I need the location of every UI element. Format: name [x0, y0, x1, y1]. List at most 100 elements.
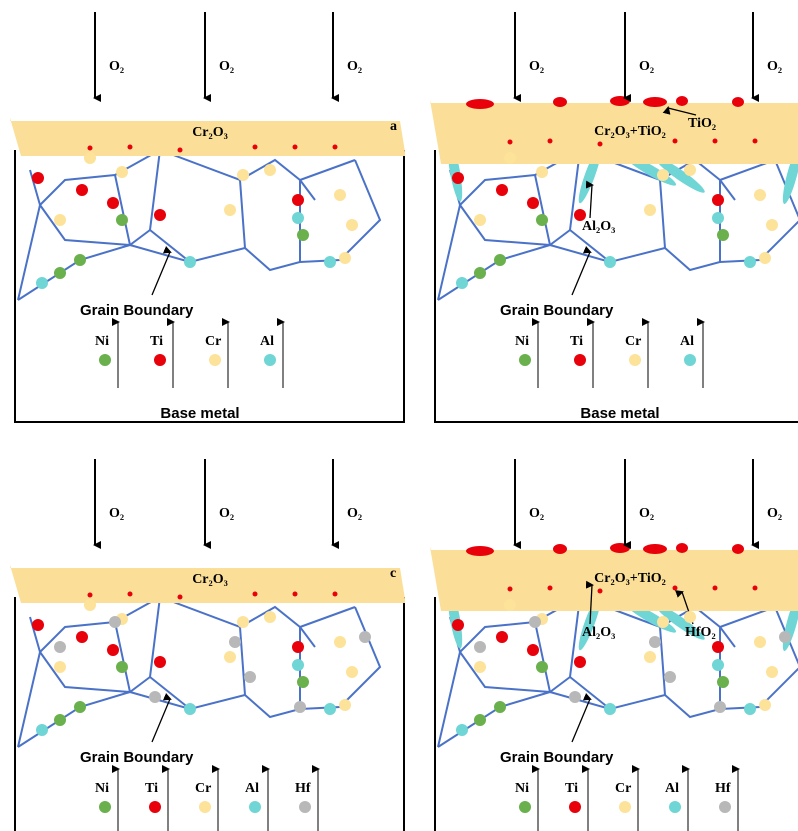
element-dot: [684, 164, 696, 176]
tio2-nodule: [610, 96, 630, 106]
o2-label: O₂: [767, 59, 782, 74]
element-dot: [529, 616, 541, 628]
legend-label: Cr: [615, 781, 631, 796]
panel-letter: a: [390, 119, 397, 134]
tio2-nodule: [676, 96, 688, 106]
element-dot: [649, 636, 661, 648]
element-dot: [229, 636, 241, 648]
element-dot: [359, 631, 371, 643]
legend-dot: [209, 354, 221, 366]
element-dot: [714, 701, 726, 713]
oxide-label: Cr₂O₃+TiO₂: [594, 571, 666, 586]
tio2-nodule: [553, 544, 567, 554]
oxide-speck: [88, 146, 93, 151]
o2-label: O₂: [109, 506, 124, 521]
element-dot: [657, 616, 669, 628]
element-dot: [452, 619, 464, 631]
element-dot: [644, 204, 656, 216]
element-dot: [237, 169, 249, 181]
element-dot: [116, 166, 128, 178]
element-dot: [224, 204, 236, 216]
panel-letter: c: [390, 566, 396, 581]
oxide-speck: [713, 139, 718, 144]
oxide-speck: [598, 589, 603, 594]
element-dot: [297, 676, 309, 688]
element-dot: [36, 724, 48, 736]
element-dot: [644, 651, 656, 663]
element-dot: [264, 164, 276, 176]
grain-boundary-line: [130, 230, 150, 245]
oxide-speck: [713, 586, 718, 591]
oxide-speck: [293, 592, 298, 597]
legend-label: Hf: [295, 781, 311, 796]
grain-boundary-line: [130, 677, 150, 692]
element-dot: [184, 256, 196, 268]
legend-dot: [249, 801, 261, 813]
tio2-nodule: [466, 99, 494, 109]
element-dot: [474, 267, 486, 279]
element-dot: [54, 214, 66, 226]
tio2-nodule: [466, 546, 494, 556]
element-dot: [504, 599, 516, 611]
o2-label: O₂: [639, 506, 654, 521]
element-dot: [456, 277, 468, 289]
grain-boundary-label: Grain Boundary: [500, 749, 614, 766]
element-dot: [32, 619, 44, 631]
element-dot: [496, 184, 508, 196]
element-dot: [717, 229, 729, 241]
legend-dot: [719, 801, 731, 813]
element-dot: [604, 703, 616, 715]
element-dot: [527, 644, 539, 656]
element-dot: [76, 184, 88, 196]
element-dot: [292, 659, 304, 671]
element-dot: [664, 671, 676, 683]
callout-label: Al₂O₃: [582, 219, 615, 234]
callout-label: TiO₂: [688, 116, 716, 131]
element-dot: [54, 714, 66, 726]
element-dot: [74, 701, 86, 713]
legend-dot: [199, 801, 211, 813]
element-dot: [224, 651, 236, 663]
legend-dot: [619, 801, 631, 813]
legend-dot: [154, 354, 166, 366]
grain-boundary-label: Grain Boundary: [80, 302, 194, 319]
grain-boundary-line: [460, 150, 580, 245]
element-dot: [32, 172, 44, 184]
element-dot: [536, 661, 548, 673]
element-dot: [346, 219, 358, 231]
element-dot: [712, 194, 724, 206]
panel: O₂O₂O₂Cr₂O₃+TiO₂dAl₂O₃HfO₂Grain Boundary…: [430, 459, 798, 831]
element-dot: [494, 701, 506, 713]
o2-label: O₂: [347, 506, 362, 521]
legend-label: Ti: [145, 781, 158, 796]
tio2-nodule: [643, 544, 667, 554]
element-dot: [116, 214, 128, 226]
element-dot: [474, 661, 486, 673]
element-dot: [569, 691, 581, 703]
element-dot: [657, 169, 669, 181]
legend-label: Ni: [95, 781, 109, 796]
element-dot: [84, 152, 96, 164]
element-dot: [494, 254, 506, 266]
element-dot: [237, 616, 249, 628]
base-metal-box: [15, 150, 404, 422]
o2-label: O₂: [767, 506, 782, 521]
element-dot: [324, 703, 336, 715]
oxide-speck: [128, 145, 133, 150]
grain-boundary-label: Grain Boundary: [500, 302, 614, 319]
legend-label: Al: [260, 334, 274, 349]
element-dot: [452, 172, 464, 184]
element-dot: [292, 194, 304, 206]
oxide-speck: [178, 148, 183, 153]
base-metal-box: [435, 150, 798, 422]
element-dot: [474, 214, 486, 226]
element-dot: [604, 256, 616, 268]
element-dot: [294, 701, 306, 713]
legend-label: Hf: [715, 781, 731, 796]
legend-label: Ti: [565, 781, 578, 796]
element-dot: [264, 611, 276, 623]
callout-label: Al₂O₃: [582, 625, 615, 640]
legend-label: Al: [245, 781, 259, 796]
oxide-speck: [548, 139, 553, 144]
